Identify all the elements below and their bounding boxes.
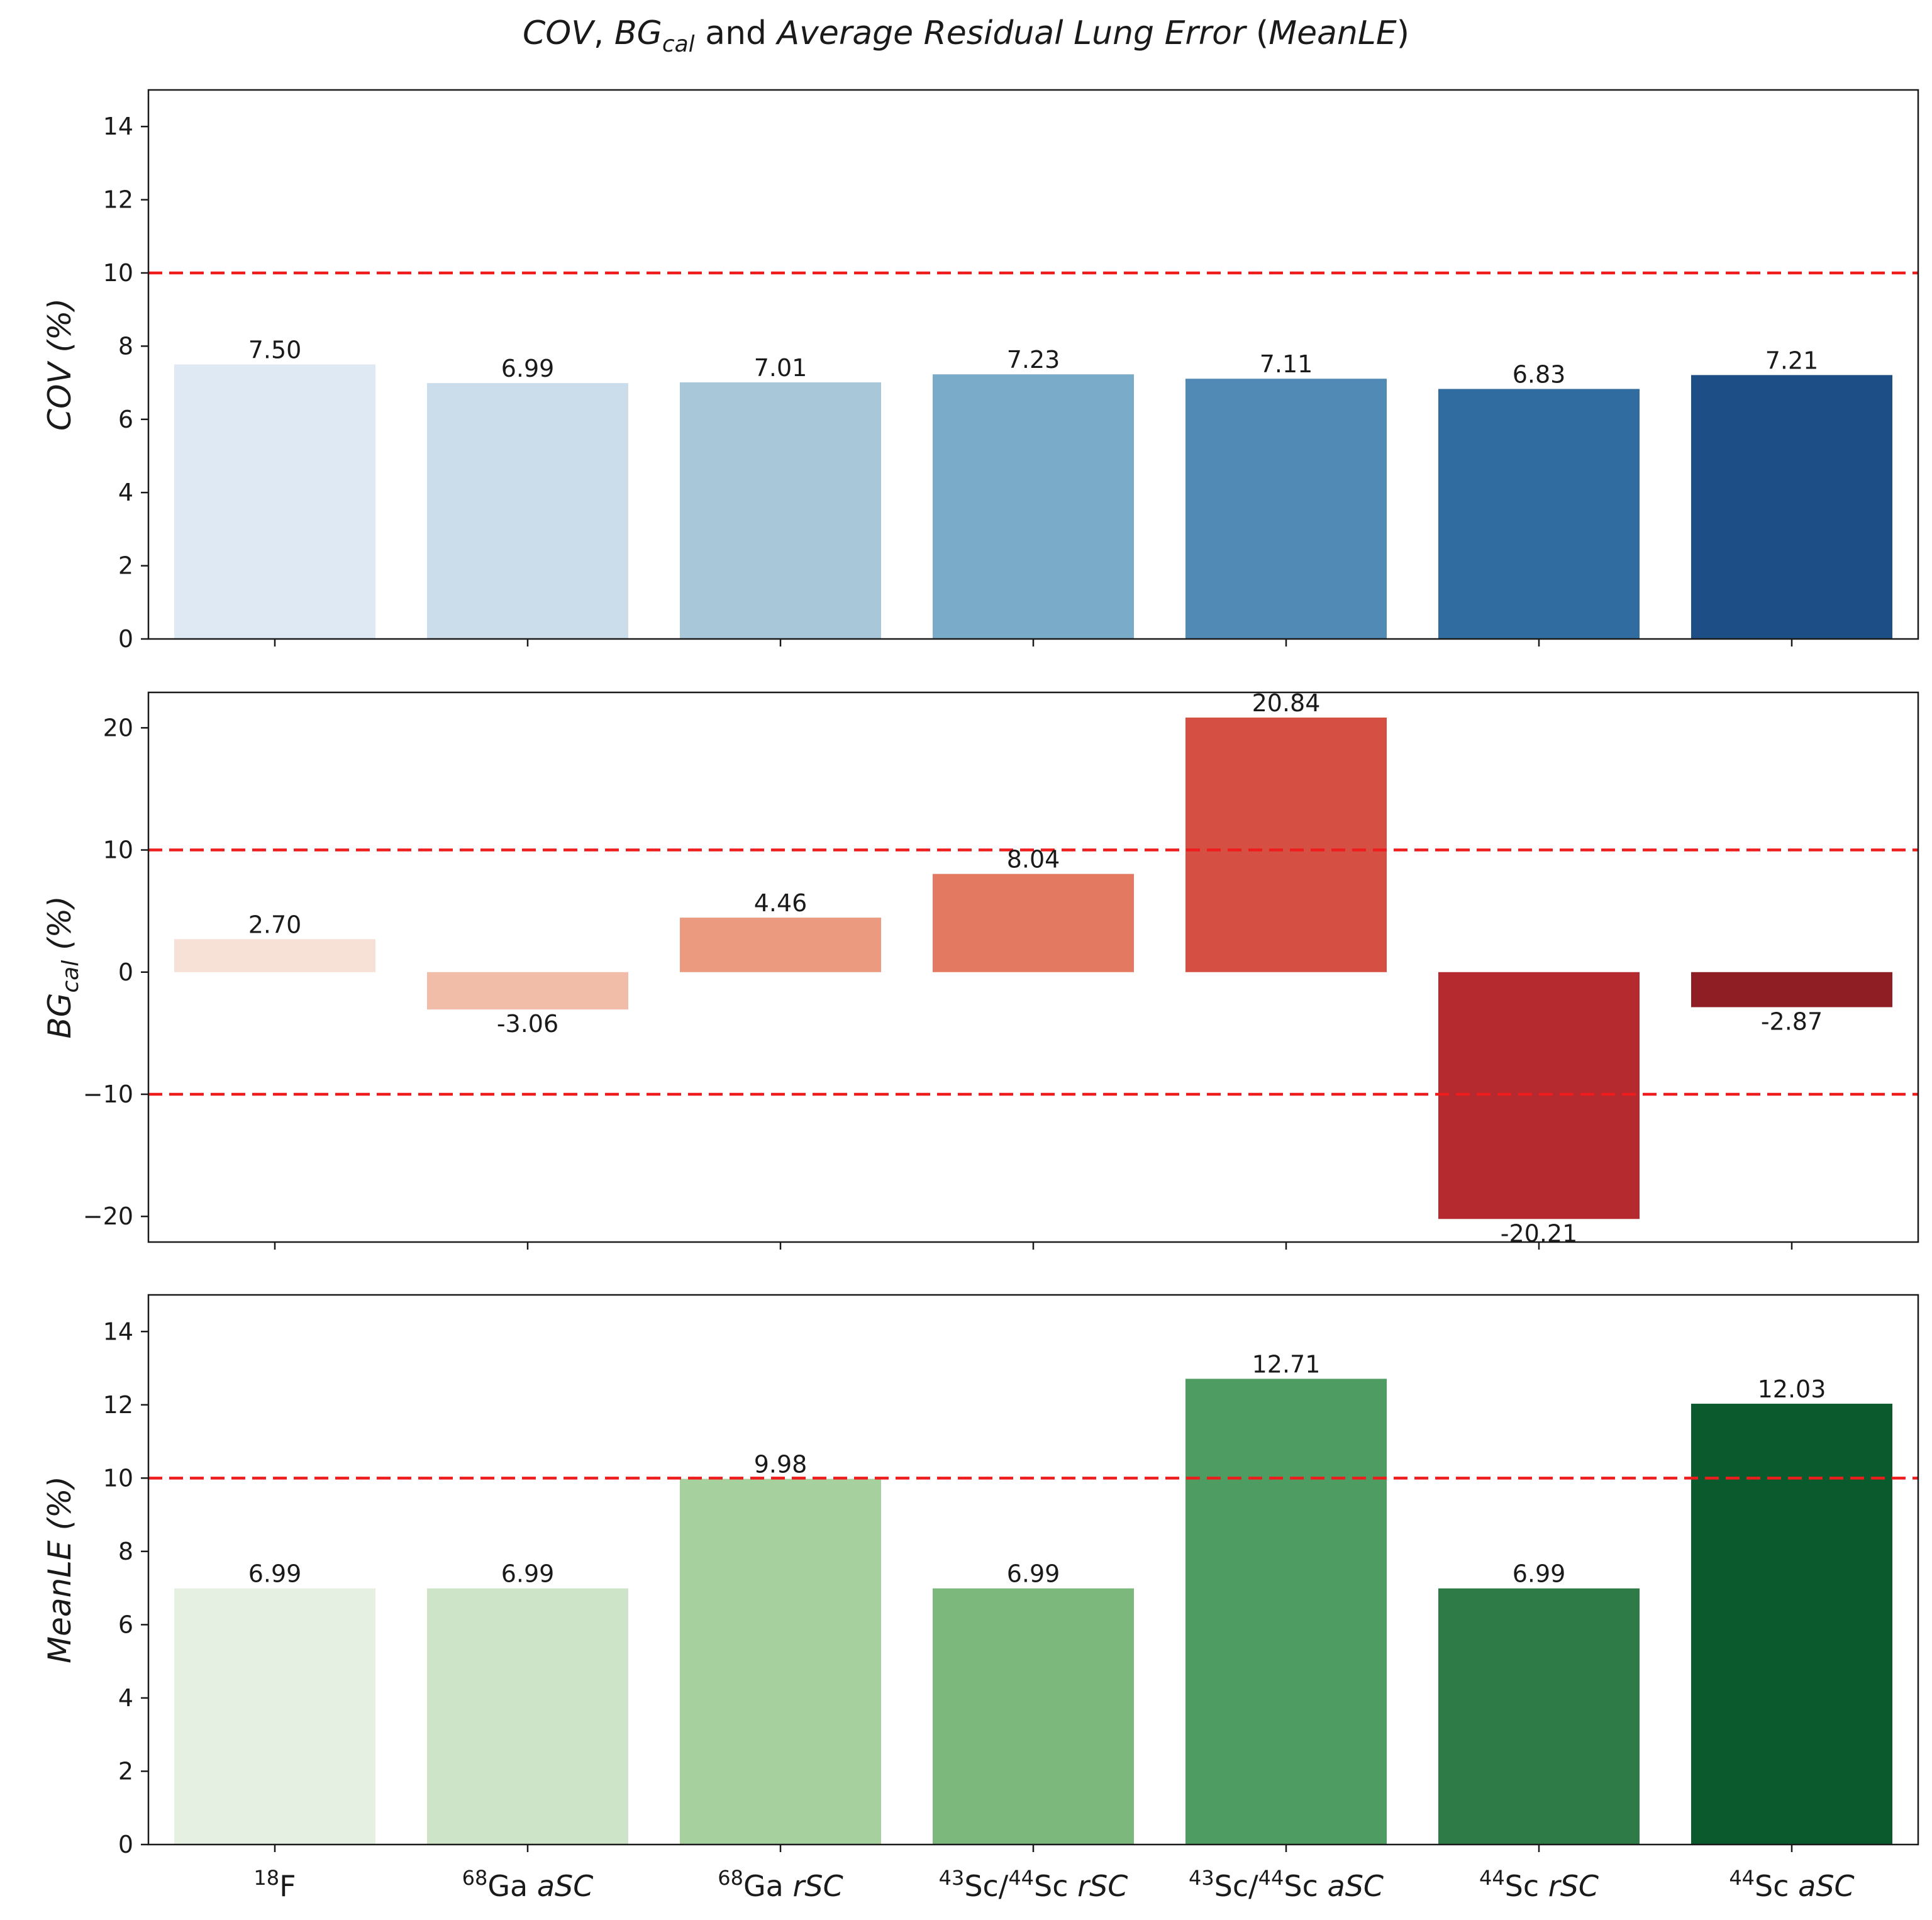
cov-value-label: 7.50 <box>248 336 302 364</box>
cov-value-label: 7.21 <box>1765 347 1819 374</box>
xtick-label: 43Sc/44Sc rSC <box>939 1866 1128 1903</box>
cov-bar <box>174 364 375 639</box>
bgcal-ytick-label: 10 <box>103 836 133 864</box>
bgcal-ytick-label: −20 <box>83 1202 133 1230</box>
meanle-bar <box>174 1588 375 1845</box>
bgcal-value-label: -2.87 <box>1761 1008 1823 1036</box>
meanle-value-label: 6.99 <box>1007 1560 1060 1588</box>
bgcal-value-label: -3.06 <box>497 1010 558 1038</box>
bgcal-ytick-label: 20 <box>103 714 133 741</box>
xtick-label: 68Ga rSC <box>718 1866 843 1903</box>
xtick-label: 44Sc aSC <box>1729 1866 1854 1903</box>
bgcal-value-label: 4.46 <box>754 889 808 917</box>
meanle-value-label: 6.99 <box>1513 1560 1566 1588</box>
meanle-ytick-label: 4 <box>118 1684 133 1712</box>
bgcal-bar <box>427 972 628 1010</box>
cov-bar <box>427 383 628 639</box>
meanle-value-label: 12.71 <box>1252 1350 1321 1378</box>
meanle-bar <box>1691 1404 1892 1845</box>
bgcal-bar <box>1185 718 1387 972</box>
meanle-ytick-label: 12 <box>103 1391 133 1419</box>
cov-ytick-label: 12 <box>103 186 133 214</box>
bgcal-bar <box>680 918 881 972</box>
bgcal-ytick-label: 0 <box>118 958 133 986</box>
bgcal-bar <box>1691 972 1892 1007</box>
meanle-bar <box>1185 1379 1387 1845</box>
cov-ytick-label: 8 <box>118 332 133 360</box>
cov-bar <box>1691 375 1892 639</box>
meanle-bar <box>933 1588 1134 1845</box>
meanle-bar <box>427 1588 628 1845</box>
cov-bar <box>680 382 881 639</box>
cov-value-label: 7.01 <box>754 354 808 382</box>
bgcal-ytick-label: −10 <box>83 1080 133 1108</box>
cov-bar <box>933 374 1134 639</box>
cov-ytick-label: 10 <box>103 259 133 287</box>
cov-ytick-label: 0 <box>118 625 133 653</box>
bgcal-value-label: 8.04 <box>1007 846 1060 874</box>
chart-cov: 7.50 6.99 7.01 7.23 7.11 6.83 7.21 0 2 4 6 8 10 12 14 C… <box>42 89 1919 653</box>
meanle-ytick-label: 2 <box>118 1757 133 1785</box>
bgcal-bar <box>174 939 375 972</box>
xtick-label: 18F <box>253 1866 296 1903</box>
xtick-label: 44Sc rSC <box>1479 1866 1599 1903</box>
chart-bgcal: 2.70-3.064.468.0420.84-20.21-2.87−20−100… <box>42 689 1919 1250</box>
meanle-value-label: 6.99 <box>248 1560 302 1588</box>
cov-value-label: 6.83 <box>1513 360 1566 388</box>
cov-value-label: 6.99 <box>501 355 555 382</box>
cov-ytick-label: 4 <box>118 479 133 506</box>
cov-value-label: 7.11 <box>1260 350 1313 378</box>
xtick-label: 68Ga aSC <box>462 1866 594 1903</box>
meanle-value-label: 9.98 <box>754 1450 808 1478</box>
meanle-ytick-label: 8 <box>118 1538 133 1565</box>
meanle-value-label: 6.99 <box>501 1560 555 1588</box>
bgcal-value-label: 20.84 <box>1252 689 1321 717</box>
chart-meanle: 6.99 6.99 9.98 6.99 12.71 6.99 12.03 0 2 4 6 8 10 12 1… <box>42 1294 1919 1903</box>
cov-ytick-label: 6 <box>118 406 133 433</box>
cov-ytick-label: 2 <box>118 552 133 580</box>
xtick-label: 43Sc/44Sc aSC <box>1189 1866 1384 1903</box>
cov-bar <box>1438 389 1640 639</box>
figure-title: COV, BGcal and Average Residual Lung Err… <box>523 14 1409 57</box>
bgcal-bar <box>933 874 1134 972</box>
meanle-ytick-label: 10 <box>103 1464 133 1492</box>
meanle-bar <box>680 1479 881 1845</box>
bgcal-value-label: 2.70 <box>248 911 302 938</box>
cov-bar <box>1185 379 1387 639</box>
meanle-ytick-label: 0 <box>118 1831 133 1858</box>
meanle-ytick-label: 6 <box>118 1611 133 1638</box>
cov-value-label: 7.23 <box>1007 346 1060 374</box>
meanle-ytick-label: 14 <box>103 1318 133 1345</box>
meanle-ylabel: MeanLE (%) <box>42 1476 78 1663</box>
meanle-value-label: 12.03 <box>1758 1375 1826 1403</box>
chart-panels: 7.50 6.99 7.01 7.23 7.11 6.83 7.21 0 2 4 6 8 10 12 14 C… <box>42 89 1919 1903</box>
meanle-bar <box>1438 1588 1640 1845</box>
bgcal-ylabel: BGcal (%) <box>42 896 84 1038</box>
cov-ylabel: COV (%) <box>42 298 78 431</box>
cov-ytick-label: 14 <box>103 113 133 140</box>
